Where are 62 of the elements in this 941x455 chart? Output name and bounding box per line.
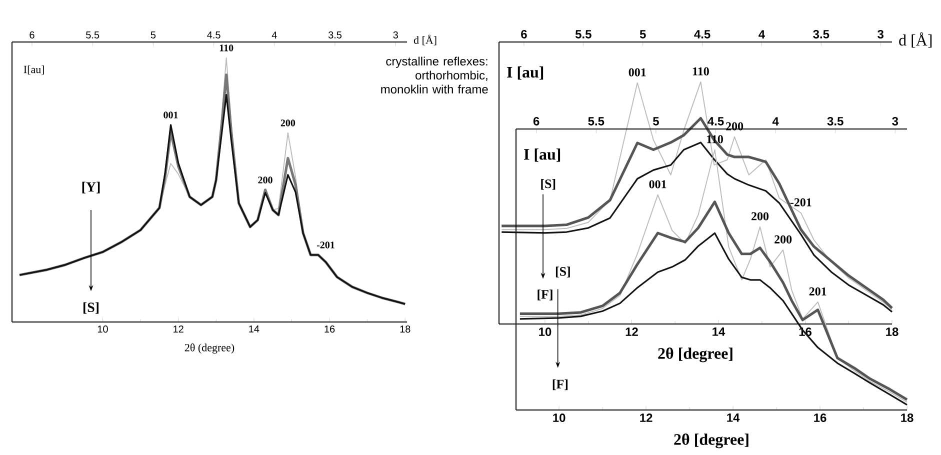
- x2-tick-label: 6: [521, 30, 527, 38]
- x2-tick-label: 5.5: [86, 31, 100, 38]
- x-axis-title: 2θ [degree]: [658, 348, 732, 362]
- annotation: -201: [790, 198, 812, 206]
- annotation: 110: [693, 67, 709, 76]
- annotation: [S]: [541, 179, 556, 190]
- x2-tick-label: 5: [150, 31, 156, 38]
- x-tick-label: 12: [626, 328, 638, 336]
- x-tick-label: 18: [886, 328, 898, 336]
- x2-tick-label: 4: [272, 32, 277, 38]
- x2-tick-label: 4.5: [207, 31, 220, 38]
- y-axis-title: I [au]: [507, 66, 544, 80]
- annotation: 200: [774, 235, 792, 244]
- x2-tick-label: 5: [652, 117, 659, 126]
- x2-tick-label: 5.5: [575, 30, 592, 38]
- annotation: [S]: [83, 302, 99, 314]
- annotation: 110: [220, 44, 234, 52]
- annotation: -201: [316, 242, 334, 248]
- x-tick-label: 14: [727, 414, 740, 422]
- x2-tick-label: 6: [30, 31, 34, 38]
- y-axis-title: I[au]: [24, 65, 44, 75]
- x2-tick-label: 3.5: [827, 116, 844, 126]
- x-tick-label: 10: [553, 414, 566, 422]
- annotation: [Y]: [82, 182, 100, 194]
- y-axis-title: I [au]: [524, 148, 560, 162]
- x2-tick-label: 5: [640, 30, 646, 38]
- annotation: 001: [164, 112, 178, 118]
- annotation: 200: [258, 176, 272, 184]
- x2-tick-label: 4.5: [694, 30, 710, 38]
- x-tick-label: 12: [174, 326, 184, 333]
- x-tick-label: 16: [814, 414, 826, 422]
- x2-tick-label: 3: [878, 30, 884, 38]
- x-tick-label: 18: [400, 326, 410, 333]
- x2-tick-label: 4: [758, 30, 765, 38]
- x-tick-label: 14: [712, 328, 726, 336]
- x2-tick-label: 5.5: [588, 117, 604, 126]
- x-tick-label: 10: [98, 326, 108, 333]
- x2-tick-label: 4.5: [708, 117, 724, 126]
- annotation: [S]: [556, 266, 570, 278]
- x2-tick-label: 6: [533, 116, 540, 126]
- x2-tick-label: 4: [772, 117, 779, 126]
- x-tick-label: 18: [901, 414, 914, 422]
- annotation: [F]: [552, 379, 568, 390]
- x2-axis-title: d [Å]: [414, 34, 436, 46]
- x2-tick-label: 3.5: [813, 30, 830, 38]
- annotation: crystalline reflexes: orthorhombic, monoklin with frame: [381, 56, 488, 94]
- x-tick-label: 12: [640, 414, 652, 422]
- x-tick-label: 10: [539, 328, 552, 336]
- annotation: 001: [649, 180, 666, 188]
- x2-tick-label: 3: [393, 31, 398, 38]
- x-axis-title: 2θ [degree]: [674, 434, 748, 448]
- annotation: [F]: [538, 290, 552, 300]
- x2-tick-label: 3.5: [328, 31, 342, 38]
- annotation: 200: [280, 120, 296, 126]
- annotation: 200: [752, 212, 769, 220]
- x2-axis-title: d [Å]: [899, 32, 932, 48]
- x-tick-label: 16: [324, 326, 335, 333]
- annotation: 001: [628, 68, 646, 76]
- x-tick-label: 14: [249, 326, 260, 332]
- x-axis-title: 2θ (degree): [184, 344, 234, 354]
- annotation: 201: [809, 287, 826, 296]
- x2-tick-label: 3: [892, 116, 898, 126]
